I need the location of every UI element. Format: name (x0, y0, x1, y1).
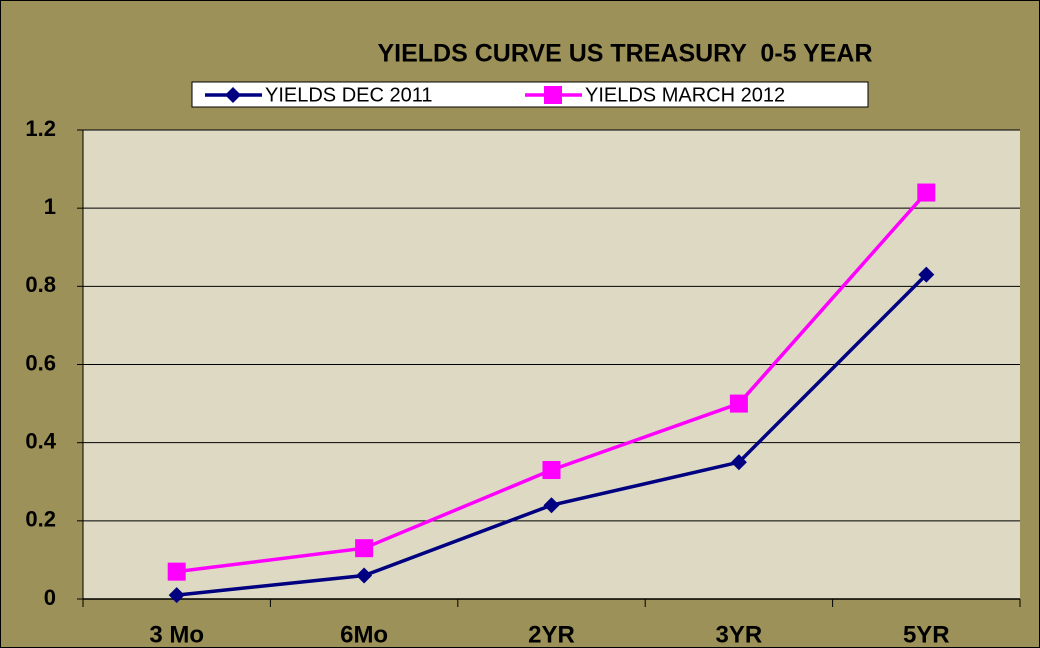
x-tick-label: 3YR (716, 621, 763, 648)
data-point (167, 562, 186, 581)
data-point (355, 539, 374, 558)
y-tick-label: 1.2 (25, 116, 56, 141)
data-point (917, 183, 936, 202)
data-point (729, 394, 748, 413)
x-tick-label: 3 Mo (149, 621, 204, 648)
legend-label: YIELDS DEC 2011 (265, 84, 433, 106)
y-tick-label: 1 (44, 194, 56, 219)
data-point (918, 266, 935, 283)
x-tick-label: 6Mo (340, 621, 388, 648)
y-tick-label: 0 (44, 585, 56, 610)
data-point (542, 461, 561, 480)
y-tick-label: 0.2 (25, 507, 56, 532)
data-point (356, 567, 373, 584)
data-point (168, 587, 185, 604)
legend-marker (225, 87, 241, 103)
legend-label: YIELDS MARCH 2012 (585, 84, 785, 106)
y-tick-label: 0.4 (25, 428, 56, 453)
x-tick-label: 5YR (903, 621, 950, 648)
legend-marker (544, 86, 562, 104)
y-tick-label: 0.6 (25, 350, 56, 375)
data-point (543, 497, 560, 514)
y-tick-label: 0.8 (25, 272, 56, 297)
x-tick-label: 2YR (528, 621, 575, 648)
chart-title: YIELDS CURVE US TREASURY 0-5 YEAR (377, 40, 872, 68)
data-point (730, 454, 747, 471)
